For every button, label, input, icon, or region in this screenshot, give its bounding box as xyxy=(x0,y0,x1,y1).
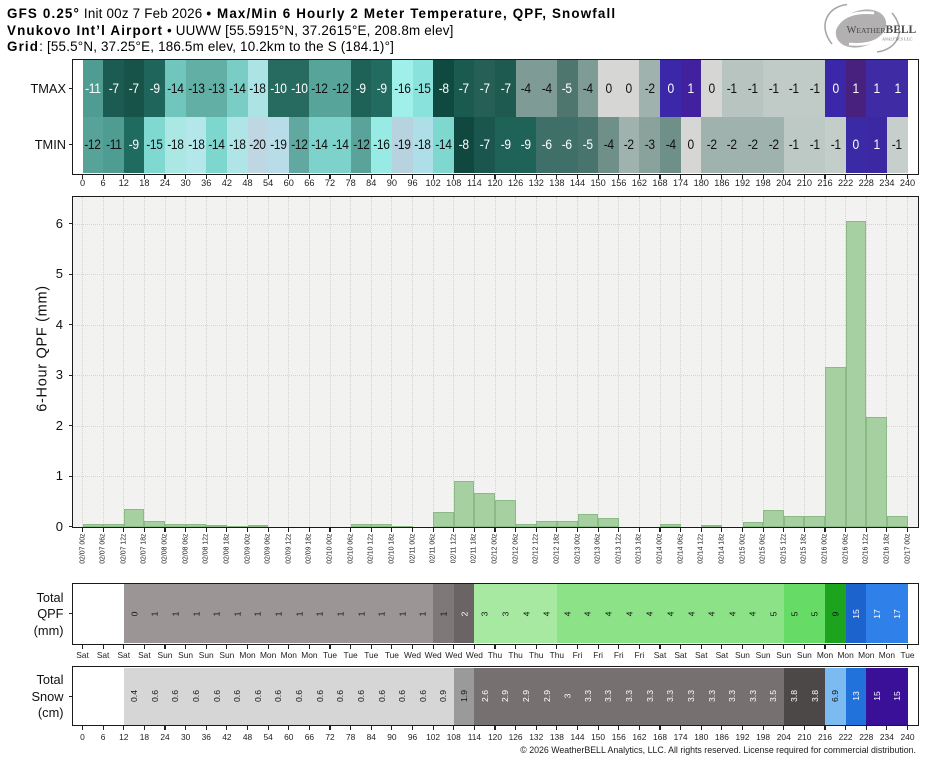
svg-text:WEATHERBELL: WEATHERBELL xyxy=(847,24,917,36)
svg-text:ANALYTICS LLC: ANALYTICS LLC xyxy=(882,37,913,42)
